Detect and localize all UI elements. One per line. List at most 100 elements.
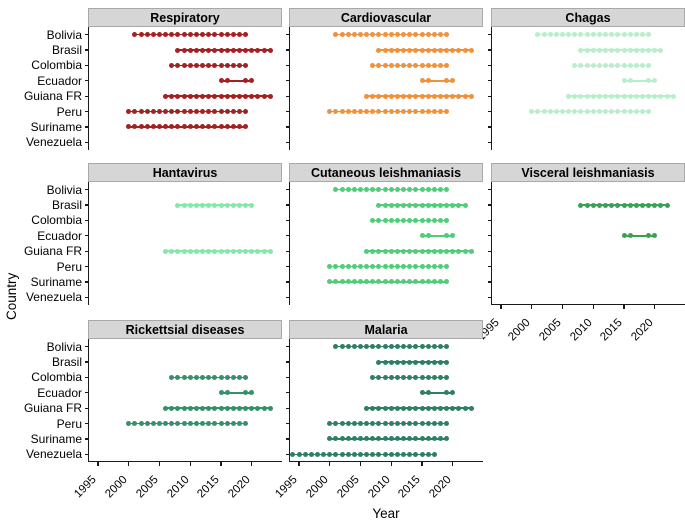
- data-dot: [218, 78, 224, 84]
- data-dot: [224, 390, 230, 396]
- y-tick: [84, 422, 89, 425]
- data-dot: [413, 217, 419, 223]
- data-dot: [407, 421, 413, 427]
- country-label-peru-row1: Peru: [56, 259, 82, 274]
- data-dot: [444, 405, 450, 411]
- data-dot: [615, 32, 621, 38]
- data-dot: [609, 202, 615, 208]
- x-tick-label: 2005: [134, 473, 161, 501]
- country-label-peru-row0: Peru: [56, 104, 82, 119]
- data-dot: [364, 187, 370, 193]
- data-dot: [596, 62, 602, 68]
- panel-plot-cardiovascular: [285, 27, 483, 150]
- data-dot: [627, 32, 633, 38]
- y-tick: [84, 376, 89, 379]
- data-dot: [407, 32, 413, 38]
- data-dot: [327, 279, 333, 285]
- data-dot: [212, 374, 218, 380]
- data-dot: [358, 264, 363, 270]
- x-tick-label: 2010: [365, 473, 393, 501]
- data-dot: [382, 374, 388, 380]
- y-tick: [285, 281, 290, 283]
- data-dot: [376, 93, 382, 99]
- data-dot: [388, 202, 394, 208]
- data-dot: [419, 78, 425, 84]
- data-dot: [388, 93, 394, 99]
- x-tick-label: 2015: [195, 473, 223, 501]
- data-dot: [401, 202, 407, 208]
- series-line: [292, 453, 435, 456]
- data-dot: [413, 109, 419, 115]
- data-dot: [333, 436, 339, 442]
- data-dot: [169, 405, 175, 411]
- data-dot: [462, 93, 468, 99]
- data-dot: [175, 109, 181, 115]
- data-dot: [394, 217, 400, 223]
- data-dot: [175, 405, 181, 411]
- data-dot: [394, 359, 400, 365]
- data-dot: [218, 93, 224, 99]
- data-dot: [193, 124, 199, 130]
- data-dot: [596, 109, 602, 115]
- data-dot: [218, 390, 224, 396]
- data-dot: [627, 78, 633, 84]
- x-tick: [421, 462, 423, 466]
- data-dot: [150, 124, 156, 130]
- data-dot: [413, 62, 419, 68]
- data-dot: [401, 374, 407, 380]
- x-tick-label: 2005: [335, 473, 362, 501]
- series-line: [329, 422, 447, 425]
- y-tick: [285, 438, 290, 440]
- data-dot: [200, 421, 206, 427]
- data-dot: [364, 451, 370, 457]
- data-dot: [230, 202, 236, 208]
- data-dot: [394, 47, 400, 53]
- data-dot: [376, 248, 382, 254]
- y-tick: [285, 296, 290, 298]
- data-dot: [382, 187, 388, 193]
- data-dot: [243, 248, 249, 254]
- data-dot: [212, 32, 218, 38]
- data-dot: [444, 248, 450, 254]
- x-tick-label: 1995: [273, 473, 301, 501]
- data-dot: [394, 405, 400, 411]
- data-dot: [413, 47, 419, 53]
- data-dot: [218, 374, 224, 380]
- data-dot: [193, 248, 199, 254]
- series-line: [329, 281, 447, 283]
- data-dot: [394, 109, 400, 115]
- data-dot: [425, 32, 431, 38]
- data-dot: [200, 62, 206, 68]
- data-dot: [351, 279, 357, 285]
- data-dot: [370, 451, 376, 457]
- data-dot: [388, 109, 394, 115]
- series-line: [366, 95, 472, 97]
- data-dot: [370, 109, 376, 115]
- data-dot: [425, 436, 431, 442]
- data-dot: [425, 421, 431, 427]
- data-dot: [376, 202, 382, 208]
- x-tick: [220, 462, 222, 466]
- data-dot: [413, 405, 419, 411]
- data-dot: [212, 248, 218, 254]
- data-dot: [364, 405, 370, 411]
- data-dot: [425, 47, 431, 53]
- data-dot: [646, 62, 652, 68]
- data-dot: [456, 405, 462, 411]
- data-dot: [187, 93, 193, 99]
- data-dot: [376, 217, 382, 223]
- data-dot: [169, 62, 175, 68]
- data-dot: [327, 436, 333, 442]
- panel-strip-hantavirus: Hantavirus: [88, 163, 282, 182]
- data-dot: [261, 405, 267, 411]
- y-tick: [84, 49, 89, 51]
- data-dot: [431, 47, 437, 53]
- data-dot: [370, 279, 376, 285]
- data-dot: [333, 264, 339, 270]
- data-dot: [456, 202, 462, 208]
- data-dot: [444, 93, 450, 99]
- data-dot: [627, 109, 633, 115]
- data-dot: [376, 436, 382, 442]
- data-dot: [658, 47, 664, 53]
- series-line: [165, 407, 271, 409]
